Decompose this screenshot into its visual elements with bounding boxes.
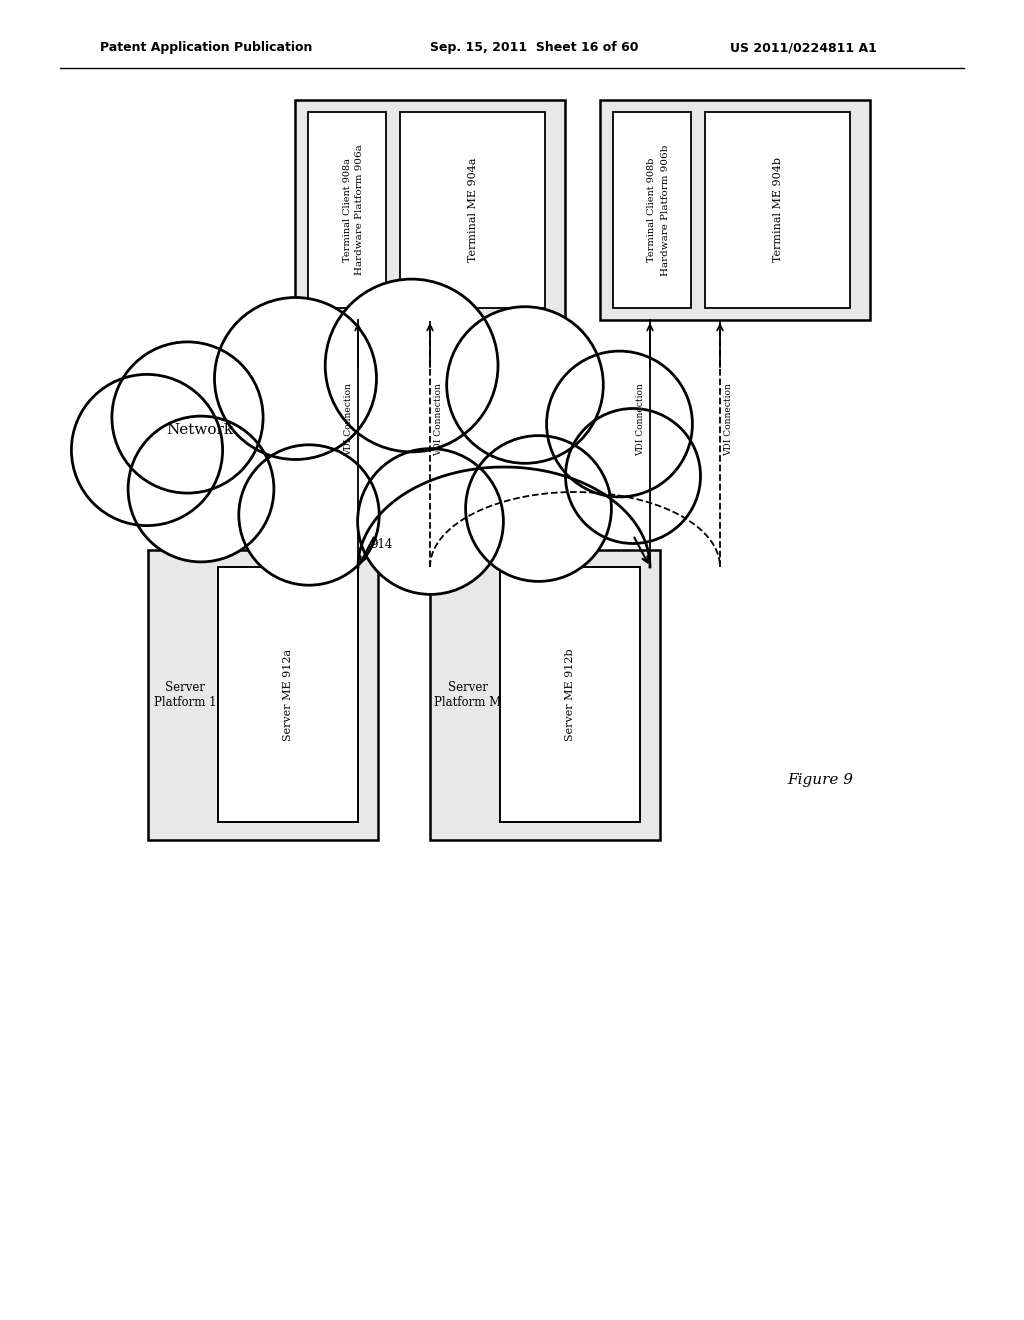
- Circle shape: [128, 416, 273, 562]
- Circle shape: [466, 436, 611, 581]
- Text: Patent Application Publication: Patent Application Publication: [100, 41, 312, 54]
- Text: VDI Connection: VDI Connection: [637, 384, 645, 457]
- Circle shape: [326, 279, 498, 451]
- Text: VDI Connection: VDI Connection: [725, 384, 733, 457]
- Circle shape: [112, 342, 263, 494]
- Circle shape: [357, 449, 504, 594]
- Bar: [600, 100, 870, 319]
- Circle shape: [565, 408, 700, 544]
- Text: Terminal ME 904b: Terminal ME 904b: [773, 157, 783, 263]
- Bar: [308, 112, 386, 308]
- Circle shape: [446, 306, 603, 463]
- Text: Server
Platform M: Server Platform M: [434, 681, 502, 709]
- Text: Server ME 912a: Server ME 912a: [283, 649, 293, 741]
- Text: Network: Network: [167, 422, 233, 437]
- Text: VDI Connection: VDI Connection: [434, 384, 443, 457]
- Text: Terminal Client 908a: Terminal Client 908a: [342, 158, 351, 261]
- Text: Server
Platform 1: Server Platform 1: [154, 681, 216, 709]
- Text: Terminal ME 904a: Terminal ME 904a: [468, 158, 478, 263]
- Circle shape: [547, 351, 692, 496]
- Text: US 2011/0224811 A1: US 2011/0224811 A1: [730, 41, 877, 54]
- Text: Sep. 15, 2011  Sheet 16 of 60: Sep. 15, 2011 Sheet 16 of 60: [430, 41, 639, 54]
- Text: Hardware Platform 906b: Hardware Platform 906b: [660, 144, 670, 276]
- Text: Hardware Platform 906a: Hardware Platform 906a: [355, 145, 365, 276]
- Bar: [400, 112, 545, 308]
- Bar: [218, 568, 358, 822]
- Bar: [613, 112, 691, 308]
- Bar: [148, 550, 378, 840]
- Circle shape: [214, 297, 377, 459]
- Text: Server ME 912b: Server ME 912b: [565, 648, 575, 742]
- Text: Terminal Client 908b: Terminal Client 908b: [647, 158, 656, 263]
- Bar: [500, 568, 640, 822]
- Text: 914: 914: [370, 539, 392, 552]
- Bar: [705, 112, 850, 308]
- Bar: [430, 550, 660, 840]
- Bar: [295, 100, 565, 319]
- Text: VDI Connection: VDI Connection: [344, 384, 353, 457]
- Text: Figure 9: Figure 9: [787, 774, 853, 787]
- Circle shape: [239, 445, 379, 585]
- Circle shape: [72, 375, 222, 525]
